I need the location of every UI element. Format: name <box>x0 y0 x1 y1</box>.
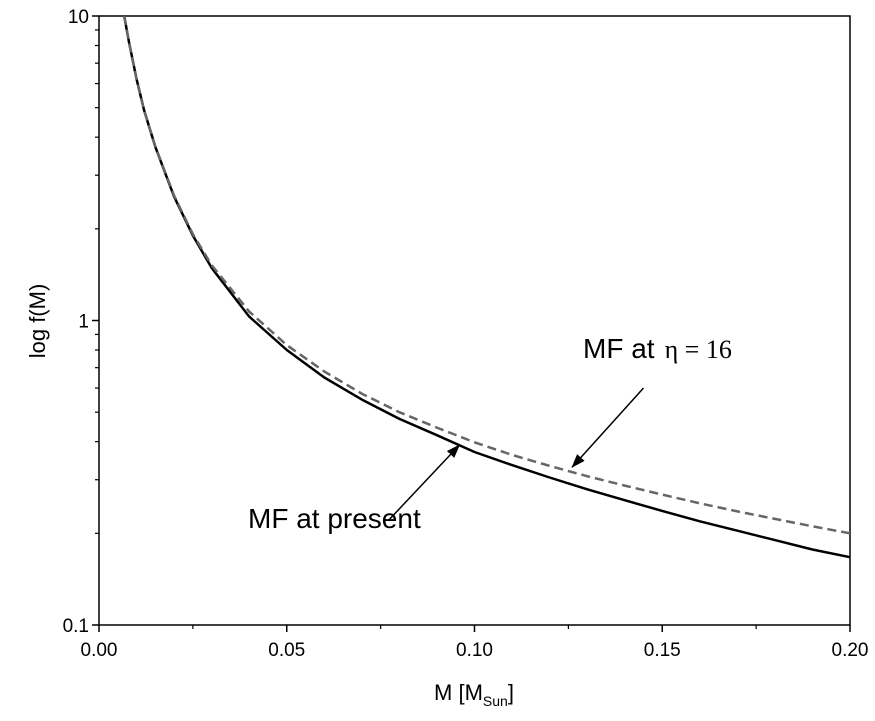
x-tick-label: 0.05 <box>268 640 305 661</box>
x-axis-ticks: 0.00 0.05 0.10 0.15 0.20 <box>81 625 869 661</box>
y-tick-label: 1 <box>78 312 89 333</box>
x-tick-label: 0.20 <box>832 640 869 661</box>
annotation-mf-eta-greek: η = 16 <box>665 335 732 364</box>
annotation-mf-present: MF at present <box>248 503 421 534</box>
x-axis-title-main: M [M <box>434 680 483 705</box>
annotation-mf-eta-prefix: MF at <box>583 333 655 364</box>
x-axis-title-sub: Sun <box>483 693 508 709</box>
y-tick-label: 10 <box>68 7 89 28</box>
x-tick-label: 0.15 <box>644 640 681 661</box>
x-tick-label: 0.10 <box>456 640 493 661</box>
series-line-eta16 <box>122 15 851 535</box>
y-axis-title: log f(M) <box>25 284 50 359</box>
x-axis-title: M [MSun] <box>434 680 514 709</box>
y-tick-label: 0.1 <box>63 616 89 637</box>
y-axis-ticks: 0.1 1 10 <box>63 7 99 637</box>
plot-frame <box>98 15 851 626</box>
x-tick-label: 0.00 <box>81 640 118 661</box>
series-layer <box>122 15 851 559</box>
series-line-present <box>122 15 851 559</box>
annotation-arrow-eta <box>571 387 645 468</box>
x-axis-title-close: ] <box>508 680 514 705</box>
annotation-mf-eta: MF at η = 16 <box>583 333 732 364</box>
annotation-arrow-present <box>387 444 461 522</box>
